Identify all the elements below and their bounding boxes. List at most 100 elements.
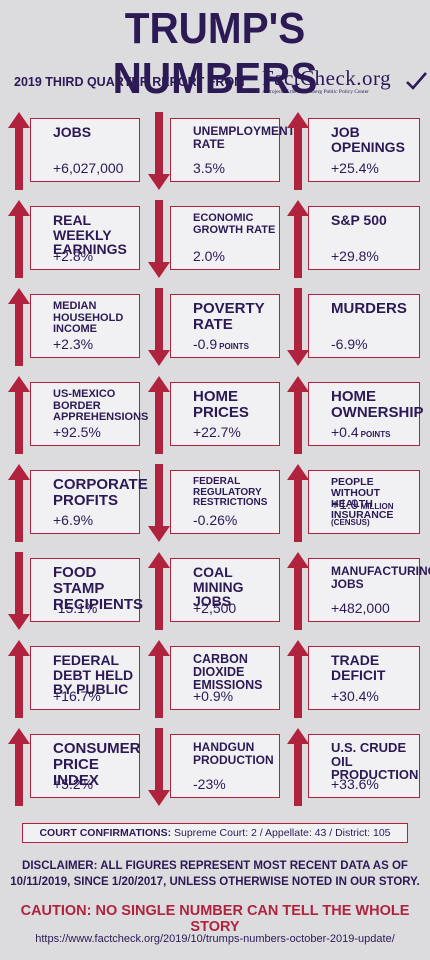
court-values: Supreme Court: 2 / Appellate: 43 / Distr… <box>174 827 391 839</box>
stat-number: +30.4% <box>331 688 379 704</box>
stat-number: +0.4 <box>331 424 359 440</box>
stat-number: 2.0% <box>193 248 225 264</box>
arrow-down-icon <box>148 728 170 806</box>
factcheck-tagline: A Project of the Annenberg Public Policy… <box>262 89 369 95</box>
stat-label: MANUFACTURING JOBS <box>331 564 430 591</box>
stat-number: +16.7% <box>53 688 101 704</box>
stat-value: 2.0% <box>193 248 225 264</box>
stat-value: -0.9 POINTS <box>193 336 249 352</box>
arrow-down-icon <box>8 552 30 630</box>
source-url[interactable]: https://www.factcheck.org/2019/10/trumps… <box>35 933 395 945</box>
stat-unit: MILLION (CENSUS) <box>331 502 394 527</box>
stat-value: +5.2% <box>53 776 93 792</box>
stat-value: 3.5% <box>193 160 225 176</box>
stat-tile: S&P 500 +29.8% <box>308 206 420 270</box>
stat-tile: REAL WEEKLY EARNINGS +2.8% <box>30 206 140 270</box>
arrow-up-icon <box>8 376 30 454</box>
stat-number: +5.2% <box>53 776 94 792</box>
stat-tile: HOME OWNERSHIP +0.4 POINTS <box>308 382 424 446</box>
stat-value: -23% <box>193 776 226 792</box>
stat-tile: ECONOMIC GROWTH RATE 2.0% <box>170 206 280 270</box>
arrow-up-icon <box>287 112 309 190</box>
stat-value: -15.1% <box>53 600 97 616</box>
stat-tile: HOME PRICES +22.7% <box>170 382 280 446</box>
stat-number: +25.4% <box>331 160 379 176</box>
stat-tile: FEDERAL REGULATORY RESTRICTIONS -0.26% <box>170 470 280 534</box>
stat-label: CORPORATE PROFITS <box>53 476 148 509</box>
stat-value: -6.9% <box>331 336 368 352</box>
stat-tile: TRADE DEFICIT +30.4% <box>308 646 420 710</box>
stat-number: -15.1% <box>53 600 98 616</box>
report-subtitle: 2019 THIRD QUARTER REPORT FROM <box>14 75 245 89</box>
stat-label: UNEMPLOYMENT RATE <box>193 124 295 151</box>
page-title: TRUMP'S NUMBERS <box>112 4 318 103</box>
stat-value: +2.3% <box>53 336 93 352</box>
stat-value: +25.4% <box>331 160 379 176</box>
stat-label: HANDGUN PRODUCTION <box>193 740 274 767</box>
stat-number: +22.7% <box>193 424 241 440</box>
stat-value: -0.26% <box>193 512 237 528</box>
arrow-up-icon <box>148 552 170 630</box>
stat-tile: U.S. CRUDE OIL PRODUCTION +33.6% <box>308 734 420 798</box>
arrow-up-icon <box>8 728 30 806</box>
stat-label: JOBS <box>53 124 92 140</box>
stat-value: +482,000 <box>331 600 390 616</box>
stat-number: +92.5% <box>53 424 101 440</box>
stat-value: +92.5% <box>53 424 101 440</box>
stat-tile: FEDERAL DEBT HELD BY PUBLIC +16.7% <box>30 646 140 710</box>
court-label: COURT CONFIRMATIONS: <box>39 827 172 839</box>
arrow-down-icon <box>148 464 170 542</box>
stat-label: PEOPLE WITHOUT HEALTH INSURANCE <box>331 476 394 522</box>
stat-label: REAL WEEKLY EARNINGS <box>53 212 127 258</box>
arrow-up-icon <box>8 200 30 278</box>
stat-label: TRADE DEFICIT <box>331 652 386 683</box>
stat-number: -23% <box>193 776 226 792</box>
arrow-up-icon <box>287 376 309 454</box>
stat-label: HOME OWNERSHIP <box>331 388 424 421</box>
stat-value: +30.4% <box>331 688 379 704</box>
stat-tile: FOOD STAMP RECIPIENTS -15.1% <box>30 558 143 622</box>
stat-tile: HANDGUN PRODUCTION -23% <box>170 734 280 798</box>
stat-label: US-MEXICO BORDER APPREHENSIONS <box>53 388 149 424</box>
stat-unit: POINTS <box>360 430 391 439</box>
stat-tile: JOBS +6,027,000 <box>30 118 140 182</box>
arrow-up-icon <box>8 112 30 190</box>
stat-tile: MURDERS -6.9% <box>308 294 420 358</box>
stat-value: +33.6% <box>331 776 379 792</box>
stat-label: JOB OPENINGS <box>331 124 405 155</box>
stat-tile: CORPORATE PROFITS +6.9% <box>30 470 148 534</box>
arrow-down-icon <box>148 288 170 366</box>
stat-number: 3.5% <box>193 160 225 176</box>
stat-number: +2,500 <box>193 600 237 616</box>
stat-number: +33.6% <box>331 776 379 792</box>
stat-value: +6,027,000 <box>53 160 123 176</box>
stat-label: CONSUMER PRICE INDEX <box>53 740 141 789</box>
stat-label: FEDERAL REGULATORY RESTRICTIONS <box>193 476 268 508</box>
arrow-up-icon <box>287 200 309 278</box>
arrow-up-icon <box>287 640 309 718</box>
stat-tile: US-MEXICO BORDER APPREHENSIONS +92.5% <box>30 382 149 446</box>
stat-value: +2,500 <box>193 600 236 616</box>
stat-number: -0.26% <box>193 512 238 528</box>
stat-number: +1.9 <box>331 496 359 512</box>
arrow-up-icon <box>8 464 30 542</box>
arrow-up-icon <box>8 640 30 718</box>
stat-number: +2.8% <box>53 248 94 264</box>
stat-tile: JOB OPENINGS +25.4% <box>308 118 420 182</box>
stat-label: CARBON DIOXIDE EMISSIONS <box>193 652 263 693</box>
stat-label: U.S. CRUDE OIL PRODUCTION <box>331 740 419 783</box>
stat-number: +29.8% <box>331 248 379 264</box>
court-confirmations: COURT CONFIRMATIONS: Supreme Court: 2 / … <box>22 823 408 843</box>
stat-label: POVERTY RATE <box>193 300 265 333</box>
arrow-down-icon <box>148 112 170 190</box>
stat-label: COAL MINING JOBS <box>193 564 244 610</box>
stat-tile: UNEMPLOYMENT RATE 3.5% <box>170 118 295 182</box>
stat-value: +22.7% <box>193 424 241 440</box>
stat-value: +16.7% <box>53 688 101 704</box>
stat-label: MURDERS <box>331 300 407 317</box>
stat-value: +0.4 POINTS <box>331 424 390 440</box>
stat-number: +0.9% <box>193 688 234 704</box>
stat-number: +6,027,000 <box>53 160 124 176</box>
stat-value: +1.9 MILLION (CENSUS) <box>331 496 419 528</box>
arrow-up-icon <box>287 552 309 630</box>
